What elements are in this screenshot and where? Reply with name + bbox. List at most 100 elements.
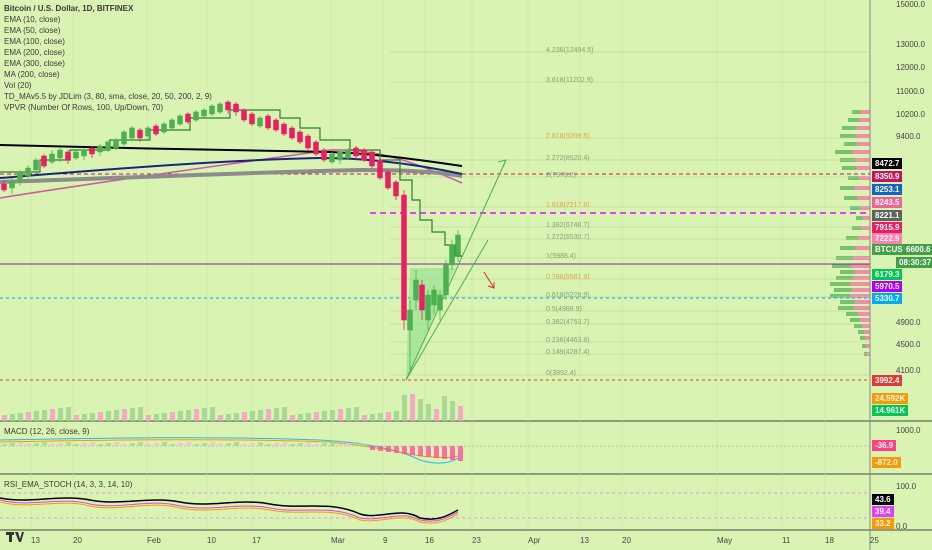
legend-volume[interactable]: Vol (20) [4,81,32,90]
price-tick: 13000.0 [896,40,925,49]
legend-td-ma[interactable]: TD_MAv5.5 by JDLim (3, 80, sma, close, 2… [4,92,212,101]
fib-level-label: 2.272(8520.4) [546,155,590,162]
legend-ma200[interactable]: MA (200, close) [4,70,60,79]
price-tick: 4900.0 [896,318,921,327]
price-tag-level: 6179.3 [872,269,903,280]
time-tick: 20 [73,536,82,545]
price-tick: 15000.0 [896,0,925,9]
volume-tag: 24.592K [872,393,909,404]
candle [121,130,127,146]
candle [273,118,279,132]
tradingview-logo-icon[interactable] [6,530,24,544]
rsi-label[interactable]: RSI_EMA_STOCH (14, 3, 3, 14, 10) [4,480,133,489]
candle [337,150,343,164]
candle [353,146,359,160]
candle [73,150,79,160]
candle [449,240,455,270]
candle [57,148,63,162]
price-tag-ema200: 8243.5 [872,197,903,208]
candle [361,148,367,162]
candle [89,146,95,158]
candle [257,116,263,128]
candle [249,112,255,126]
symbol-name: BTCUSD [875,245,909,254]
candle [413,270,419,310]
candle [377,158,383,180]
down-arrow-icon [483,271,495,289]
candle [329,152,335,164]
fib-level-label: 2(7978.2) [546,172,576,179]
price-tick: 11000.0 [896,87,925,96]
candle [281,122,287,136]
fib-level-label: 1.272(6530.7) [546,234,590,241]
candle [113,138,119,150]
fib-level-label: 0.382(4753.7) [546,319,590,326]
last-price-tag: 6600.6 [903,244,932,255]
legend-ema300[interactable]: EMA (300, close) [4,59,65,68]
candle [401,190,407,330]
price-tick: 10200.0 [896,110,925,119]
time-tick: 17 [252,536,261,545]
time-tick: 10 [207,536,216,545]
price-tick: 4100.0 [896,366,921,375]
candle [33,158,39,172]
time-tick: Apr [528,536,541,545]
rsi-tag: 39.4 [872,506,894,517]
candlestick-series [1,100,461,370]
candle [297,130,303,144]
countdown-timer: 08:30:37 [896,257,932,268]
candle [49,150,55,164]
fib-level-label: 0.149(4287.4) [546,349,590,356]
chart-title[interactable]: Bitcoin / U.S. Dollar, 1D, BITFINEX [4,4,134,13]
fib-level-label: 3.618(11202.9) [546,77,593,84]
volume-tag: 14.961K [872,405,909,416]
time-tick: 16 [425,536,434,545]
rsi-panel [0,492,870,524]
time-tick: 18 [825,536,834,545]
candle [145,126,151,140]
macd-tick: 1000.0 [896,426,921,435]
legend-vpvr[interactable]: VPVR (Number Of Rows, 100, Up/Down, 70) [4,103,164,112]
fib-level-label: 0.786(5561.9) [546,274,590,281]
symbol-tag: BTCUSD [872,244,912,255]
candle [431,285,437,315]
legend-ema100[interactable]: EMA (100, close) [4,37,65,46]
rsi-tick: 100.0 [896,482,917,491]
price-tick: 4500.0 [896,340,921,349]
candle [129,126,135,140]
time-tick: May [717,536,733,545]
price-tag-low: 3992.4 [872,375,903,386]
candle [9,178,15,194]
time-tick: 9 [383,536,388,545]
candle [185,112,191,124]
fib-level-label: 1(5988.4) [546,253,576,260]
candle [345,148,351,160]
indicator-legend: Bitcoin / U.S. Dollar, 1D, BITFINEX EMA … [4,3,212,113]
candle [233,102,239,116]
candle [81,148,87,160]
candle [305,134,311,150]
legend-ema10[interactable]: EMA (10, close) [4,15,61,24]
ema10-line [0,144,463,167]
candle [425,290,431,330]
fib-level-label: 0.618(5226.9) [546,292,590,299]
legend-ema200[interactable]: EMA (200, close) [4,48,65,57]
candle [241,108,247,122]
volume-bars [2,394,463,421]
candle [105,140,111,152]
price-tick: 9400.0 [896,132,921,141]
candle [455,230,461,262]
rsi-tag: 33.2 [872,518,894,529]
candle [177,114,183,126]
fib-level-label: 4.236(12494.5) [546,47,594,54]
candle [41,154,47,168]
legend-ema50[interactable]: EMA (50, close) [4,26,61,35]
time-tick: Mar [331,536,345,545]
rsi-tag: 43.6 [872,494,894,505]
macd-label[interactable]: MACD (12, 26, close, 9) [4,427,90,436]
candle [369,150,375,168]
candle [393,180,399,200]
time-tick: Feb [147,536,161,545]
fib-level-label: 0(3992.4) [546,370,576,377]
